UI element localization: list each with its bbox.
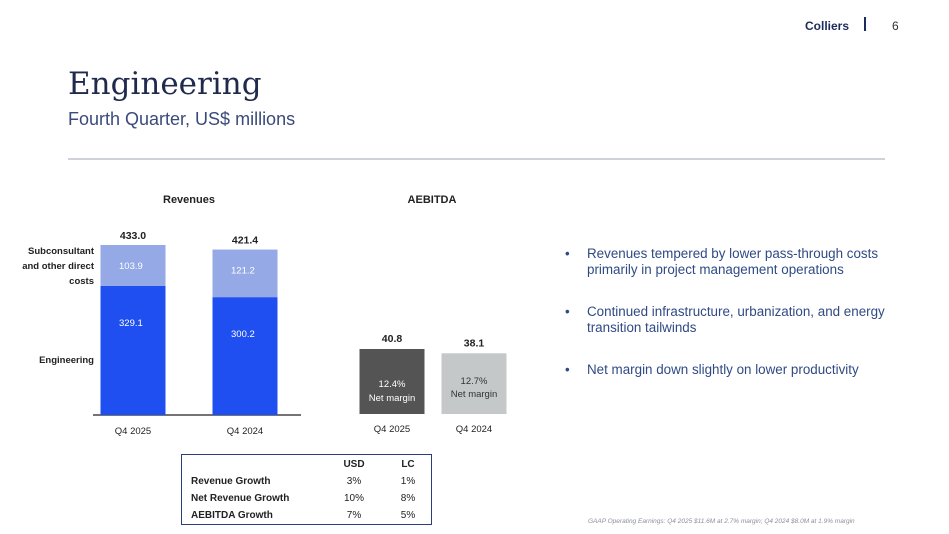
revenues-label-subconsultant: 103.9: [119, 261, 143, 272]
aebitda-margin-caption: Net margin: [369, 393, 415, 404]
table-cell-lc: 5%: [400, 510, 416, 521]
bullet-line: Revenues tempered by lower pass-through …: [587, 246, 879, 261]
page-subtitle: Fourth Quarter, US$ millions: [68, 109, 296, 129]
bullet-line: primarily in project management operatio…: [587, 262, 844, 277]
table-row-label: Net Revenue Growth: [191, 493, 290, 504]
growth-table: USD LC Revenue Growth 3% 1% Net Revenue …: [181, 454, 432, 525]
page-number: 6: [892, 19, 899, 33]
table-row: Revenue Growth 3% 1%: [182, 476, 431, 493]
table-cell-lc: 8%: [400, 493, 416, 504]
bullet-list: • Revenues tempered by lower pass-throug…: [565, 246, 905, 404]
revenues-x-tick-label: Q4 2025: [115, 426, 151, 437]
aebitda-bar: [441, 353, 507, 414]
revenues-bar-subconsultant: [100, 245, 166, 286]
bullet-dot-icon: •: [565, 246, 570, 261]
revenues-bar-engineering: [212, 297, 278, 415]
revenues-bar-engineering: [100, 285, 166, 415]
bullet-dot-icon: •: [565, 362, 570, 377]
table-cell-lc: 1%: [400, 476, 416, 487]
revenues-label-subconsultant: 121.2: [231, 266, 255, 277]
aebitda-x-tick-label: Q4 2025: [374, 424, 410, 435]
aebitda-chart-title: AEBITDA: [408, 194, 457, 206]
table-cell-usd: 7%: [346, 510, 362, 521]
bullet-line: transition tailwinds: [587, 320, 697, 335]
aebitda-margin-caption: Net margin: [451, 389, 497, 400]
bullet-item: • Revenues tempered by lower pass-throug…: [565, 246, 905, 278]
growth-table-header: USD LC: [182, 459, 431, 476]
brand-logo: Colliers: [805, 19, 850, 33]
aebitda-value-label: 38.1: [464, 337, 485, 349]
table-row: AEBITDA Growth 7% 5%: [182, 510, 431, 527]
revenues-label-engineering: 300.2: [231, 329, 255, 340]
bullet-line: Net margin down slightly on lower produc…: [587, 362, 859, 377]
table-row-label: Revenue Growth: [191, 476, 271, 487]
title-divider: [68, 158, 885, 160]
aebitda-margin-label: 12.4%: [379, 379, 406, 390]
table-row-label: AEBITDA Growth: [191, 510, 273, 521]
bullet-line: Continued infrastructure, urbanization, …: [587, 304, 885, 319]
footnote: GAAP Operating Earnings: Q4 2025 $11.6M …: [588, 518, 855, 525]
revenues-label-engineering: 329.1: [119, 318, 143, 329]
revenues-total-label: 433.0: [120, 230, 146, 242]
legend-label-subconsultant: costs: [69, 276, 94, 287]
table-cell-usd: 10%: [343, 493, 364, 504]
revenues-chart-title: Revenues: [163, 194, 215, 206]
bullet-item: • Net margin down slightly on lower prod…: [565, 362, 905, 378]
aebitda-margin-label: 12.7%: [461, 376, 488, 387]
revenues-total-label: 421.4: [232, 235, 258, 247]
table-header-lc: LC: [401, 459, 415, 470]
header-separator: [864, 17, 866, 31]
legend-label-engineering: Engineering: [39, 355, 94, 366]
table-cell-usd: 3%: [346, 476, 362, 487]
aebitda-value-label: 40.8: [382, 333, 403, 345]
page-title: Engineering: [68, 66, 262, 102]
aebitda-x-tick-label: Q4 2024: [456, 424, 492, 435]
bullet-item: • Continued infrastructure, urbanization…: [565, 304, 905, 336]
revenues-x-tick-label: Q4 2024: [227, 426, 263, 437]
table-header-usd: USD: [343, 459, 365, 470]
aebitda-bar: [359, 349, 425, 414]
revenues-bar-subconsultant: [212, 249, 278, 298]
bullet-dot-icon: •: [565, 304, 570, 319]
table-row: Net Revenue Growth 10% 8%: [182, 493, 431, 510]
legend-label-subconsultant: Subconsultant: [28, 246, 95, 257]
legend-label-subconsultant: and other direct: [22, 261, 95, 272]
